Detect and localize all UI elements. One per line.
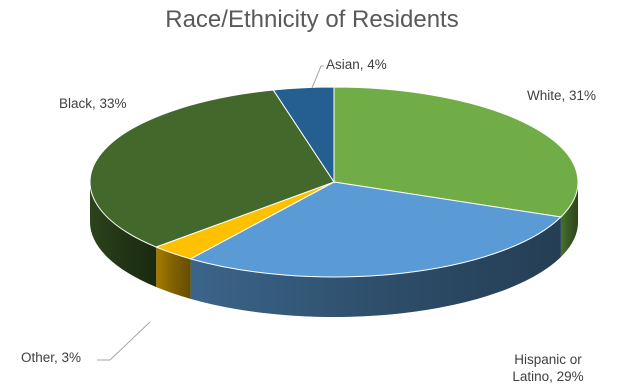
data-label-other: Other, 3% (21, 350, 81, 365)
pie-slice-white (333, 86, 579, 218)
data-label-asian: Asian, 4% (326, 57, 387, 72)
chart-title: Race/Ethnicity of Residents (165, 6, 459, 33)
leader-line-other (97, 321, 151, 361)
pie-slice-black (89, 89, 335, 248)
data-label-white: White, 31% (527, 88, 596, 103)
pie-slice-hispanic-or-latino (189, 181, 562, 278)
data-label-black: Black, 33% (59, 96, 127, 111)
pie-side-shade (90, 182, 157, 288)
pie-side-shade (156, 247, 191, 299)
pie-side-shade (190, 216, 561, 317)
pie-slice-asian (272, 86, 335, 184)
leader-line-asian (311, 65, 324, 89)
data-label-hispanic-or-latino: Hispanic or Latino, 29% (512, 352, 583, 384)
